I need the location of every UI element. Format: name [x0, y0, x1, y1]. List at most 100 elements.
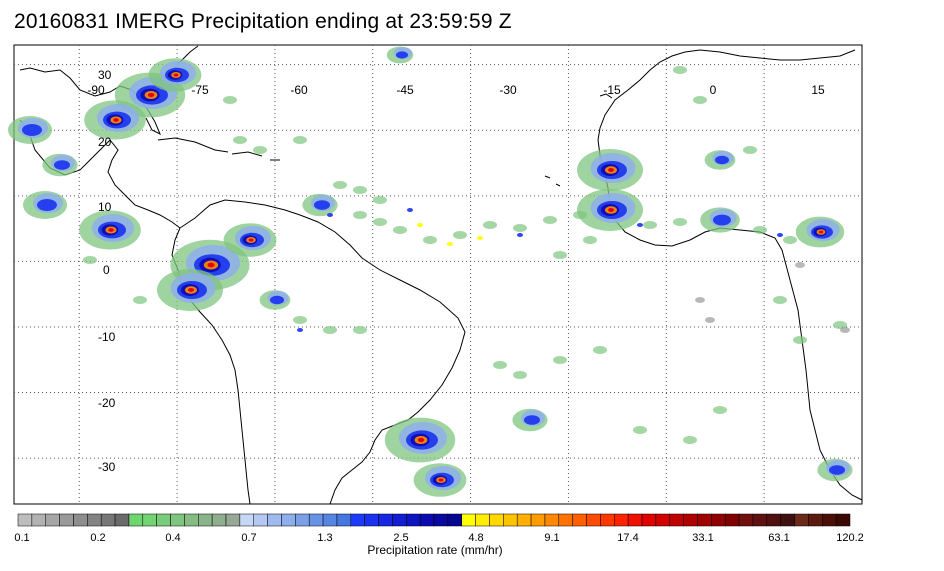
colorbar-label: 17.4	[617, 532, 638, 544]
precip-cell	[705, 317, 715, 323]
colorbar-swatch	[752, 513, 768, 527]
lat-tick-label: 30	[98, 68, 112, 82]
colorbar-swatch	[808, 513, 823, 527]
colorbar-swatch	[822, 513, 837, 527]
precip-cell	[22, 124, 42, 136]
precip-cell	[543, 216, 557, 224]
colorbar-swatch	[738, 513, 754, 527]
colorbar-swatch	[627, 513, 643, 527]
colorbar-swatch	[683, 513, 698, 527]
precip-cell	[314, 200, 330, 210]
precip-cell	[840, 327, 850, 333]
colorbar-swatch	[17, 513, 33, 527]
colorbar-swatch	[461, 513, 476, 527]
colorbar-swatch	[697, 513, 712, 527]
colorbar-swatch	[267, 513, 282, 527]
precip-cell	[493, 361, 507, 369]
precip-cell	[133, 296, 147, 304]
precip-cell	[573, 211, 587, 219]
lat-tick-label: 10	[98, 200, 112, 214]
precip-cell	[407, 208, 413, 212]
precip-cell	[373, 218, 387, 226]
colorbar-swatch	[45, 513, 60, 527]
colorbar-swatch	[724, 513, 740, 527]
colorbar-title: Precipitation rate (mm/hr)	[367, 543, 502, 557]
coastline-cape-verde	[544, 175, 561, 187]
precip-cell	[453, 231, 467, 239]
precip-cell	[637, 223, 643, 227]
precip-cell	[108, 228, 114, 232]
colorbar-label: 4.8	[468, 532, 483, 544]
colorbar-swatch	[392, 513, 407, 527]
precip-cell	[715, 155, 729, 165]
colorbar-swatch	[336, 513, 352, 527]
precip-cell	[695, 297, 705, 303]
colorbar-swatch	[239, 513, 254, 527]
precip-cell	[438, 478, 444, 482]
grid-labels: -90 -75 -60 -45 -30 -15 0 15 30 20 10 0 …	[87, 68, 825, 474]
colorbar-label: 9.1	[544, 532, 559, 544]
precip-cell	[417, 223, 423, 227]
precipitation-layer	[8, 46, 853, 497]
colorbar-label: 1.3	[317, 532, 332, 544]
lat-tick-label: -10	[98, 330, 116, 344]
precip-cell	[773, 296, 787, 304]
precip-cell	[608, 208, 614, 212]
colorbar-label: 63.1	[768, 532, 789, 544]
colorbar-swatch	[211, 513, 227, 527]
precip-cell	[173, 73, 179, 77]
coastline-africa-west	[597, 49, 856, 141]
precip-cell	[513, 371, 527, 379]
precip-cell	[373, 196, 387, 204]
colorbar-label: 33.1	[692, 532, 713, 544]
precip-cell	[297, 328, 303, 332]
colorbar-swatch	[572, 513, 587, 527]
colorbar-label: 2.5	[393, 532, 408, 544]
precip-cell	[777, 233, 783, 237]
precip-cell	[233, 136, 247, 144]
colorbar-swatch	[600, 513, 615, 527]
colorbar-swatch	[142, 513, 157, 527]
precip-cell	[147, 92, 155, 98]
precip-cell	[713, 214, 731, 226]
lon-tick-label: -45	[396, 83, 414, 97]
coastline-canary	[599, 93, 613, 99]
precip-cell	[223, 96, 237, 104]
precip-cell	[248, 238, 254, 242]
precip-cell	[683, 436, 697, 444]
colorbar-label: 0.4	[165, 532, 180, 544]
precip-cell	[713, 406, 727, 414]
precip-cell	[673, 218, 687, 226]
colorbar-swatch	[350, 513, 365, 527]
coastline-cuba	[157, 137, 229, 153]
colorbar-swatch	[558, 513, 573, 527]
precip-cell	[353, 326, 367, 334]
precip-cell	[693, 96, 707, 104]
lat-tick-label: -30	[98, 460, 116, 474]
lat-tick-label: 20	[98, 135, 112, 149]
colorbar-swatch	[614, 513, 629, 527]
precip-cell	[188, 288, 194, 292]
colorbar-swatch	[73, 513, 88, 527]
precip-cell	[293, 136, 307, 144]
lon-tick-label: -30	[499, 83, 517, 97]
colorbar-swatch	[308, 513, 324, 527]
precip-cell	[818, 230, 824, 234]
precip-cell	[323, 326, 337, 334]
precip-cell	[553, 356, 567, 364]
precip-cell	[795, 262, 805, 268]
colorbar-swatch	[128, 513, 144, 527]
colorbar-label: 0.1	[14, 532, 29, 544]
colorbar-swatch	[711, 513, 726, 527]
colorbar	[17, 513, 851, 527]
colorbar-swatch	[475, 513, 490, 527]
colorbar-swatch	[156, 513, 171, 527]
colorbar-swatch	[655, 513, 670, 527]
precip-cell	[113, 118, 119, 122]
coastline-hispaniola	[231, 151, 263, 157]
lon-tick-label: 15	[811, 83, 825, 97]
colorbar-swatch	[225, 513, 241, 527]
precip-cell	[524, 415, 540, 425]
precip-cell	[643, 221, 657, 229]
